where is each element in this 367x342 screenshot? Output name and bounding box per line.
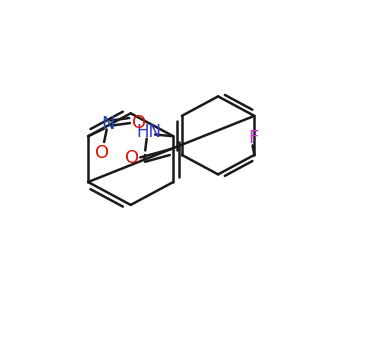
Text: O: O <box>132 114 146 132</box>
Text: N: N <box>101 115 115 133</box>
Text: HN: HN <box>136 123 161 141</box>
Text: F: F <box>248 129 259 147</box>
Text: O: O <box>95 144 109 162</box>
Text: O: O <box>125 149 139 168</box>
